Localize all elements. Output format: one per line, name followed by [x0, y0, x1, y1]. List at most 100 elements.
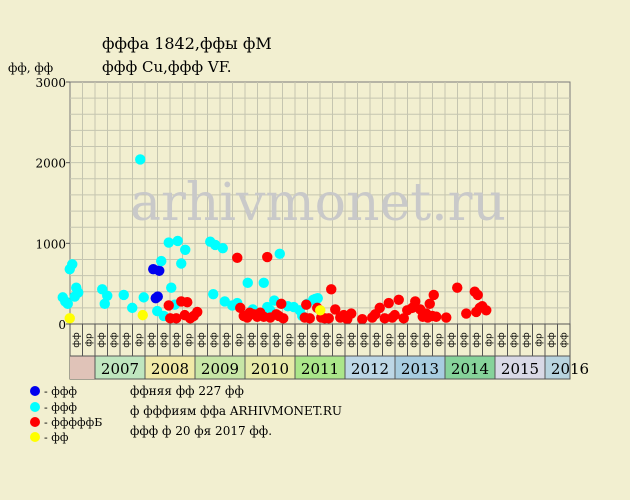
data-point — [323, 313, 334, 324]
data-point — [278, 313, 289, 324]
data-point — [326, 284, 337, 295]
quarter-label: фф — [159, 332, 169, 348]
quarter-label: фф — [547, 332, 557, 348]
data-point — [304, 313, 315, 324]
note-source: ф фффиям ффа ARHIVMONET.RU — [130, 404, 343, 418]
data-point — [137, 309, 148, 321]
quarter-label: фф — [197, 332, 207, 348]
legend-label: - фф — [44, 431, 69, 444]
y-tick-label: 1000 — [35, 237, 66, 251]
quarter-label: фф — [122, 332, 132, 348]
quarter-label: фф — [322, 332, 332, 348]
data-point — [301, 299, 312, 310]
quarter-label: фр — [134, 333, 144, 347]
data-point — [410, 296, 421, 307]
quarter-label: фф — [259, 332, 269, 348]
quarter-label: фф — [472, 332, 482, 348]
quarter-label: фф — [147, 332, 157, 348]
data-point — [166, 282, 177, 293]
legend-swatch — [30, 417, 40, 427]
legend-label: - ффф — [44, 401, 78, 414]
data-point — [330, 304, 341, 315]
x-axis: 2007 2008 2009 2010 2011 2012 2013 2014 2015 2016… — [69, 323, 589, 380]
data-point — [461, 308, 472, 319]
legend-swatch — [30, 386, 40, 396]
data-point — [127, 302, 138, 314]
quarter-label: фф — [222, 332, 232, 348]
quarter-label: фр — [334, 333, 344, 347]
quarter-label: фр — [534, 333, 544, 347]
data-point — [312, 292, 323, 304]
quarter-label: фф — [347, 332, 357, 348]
year-label: 2011 — [301, 360, 339, 378]
x-axis-empty-cell — [70, 356, 95, 379]
grid-lines — [70, 82, 570, 324]
quarter-label: фр — [384, 333, 394, 347]
data-point — [274, 248, 285, 260]
quarter-label: фф — [72, 332, 82, 348]
plot-area: arhivmonet.ru 0 1000 2000 3000 — [35, 76, 571, 332]
quarter-label: фр — [434, 333, 444, 347]
quarter-label: фф — [359, 332, 369, 348]
data-point — [182, 297, 193, 308]
y-tick-label: 0 — [58, 318, 66, 332]
quarter-label: фр — [284, 333, 294, 347]
data-point — [176, 258, 187, 269]
data-point — [171, 313, 182, 324]
data-point — [232, 252, 243, 264]
data-point — [154, 265, 165, 276]
data-point — [441, 312, 452, 323]
data-point — [73, 287, 84, 298]
quarter-label: фф — [422, 332, 432, 348]
year-label: 2014 — [451, 360, 489, 378]
quarter-label: фф — [272, 332, 282, 348]
legend-item: - ффф — [30, 401, 77, 414]
quarter-label: фф — [109, 332, 119, 348]
quarter-label: фф — [172, 332, 182, 348]
data-point — [180, 244, 191, 255]
data-point — [389, 309, 400, 321]
quarter-label: фф — [559, 332, 569, 348]
quarter-label: фр — [184, 333, 194, 347]
data-point — [64, 313, 75, 324]
quarter-label: фф — [447, 332, 457, 348]
data-point — [431, 311, 442, 322]
data-point — [138, 292, 149, 303]
quarter-label: фф — [209, 332, 219, 348]
data-point — [383, 297, 394, 309]
quarter-label: фр — [234, 333, 244, 347]
year-label: 2010 — [251, 360, 289, 378]
legend-swatch — [30, 432, 40, 442]
year-label: 2012 — [351, 360, 389, 378]
data-point — [152, 291, 163, 302]
year-label: 2013 — [401, 360, 439, 378]
data-point — [208, 288, 219, 300]
year-label: 2016 — [551, 360, 589, 378]
quarter-label: фф — [459, 332, 469, 348]
chart-title: фффа 1842,ффы фМ — [102, 34, 272, 53]
data-point — [357, 313, 368, 325]
data-point — [62, 298, 73, 310]
data-point — [163, 237, 174, 248]
quarter-label: фф — [97, 332, 107, 348]
data-point — [424, 298, 435, 310]
chart-subtitle: ффф Cu,ффф VF. — [102, 58, 232, 76]
year-label: 2015 — [501, 360, 539, 378]
data-point — [99, 298, 110, 310]
quarter-label: фф — [522, 332, 532, 348]
legend-label: - ффф — [44, 385, 78, 398]
note-average: ффняя фф 227 фф — [130, 384, 244, 398]
data-point — [192, 306, 203, 318]
data-points — [57, 154, 492, 325]
data-point — [472, 289, 483, 301]
data-point — [379, 313, 390, 324]
note-date: ффф ф 20 фя 2017 фф. — [130, 424, 273, 438]
legend-item: - ффф — [30, 385, 77, 398]
quarter-label: фф — [297, 332, 307, 348]
quarter-label: фф — [497, 332, 507, 348]
data-point — [135, 154, 146, 165]
legend-item: - фф — [30, 431, 68, 444]
data-point — [118, 289, 129, 301]
data-point — [374, 302, 385, 314]
